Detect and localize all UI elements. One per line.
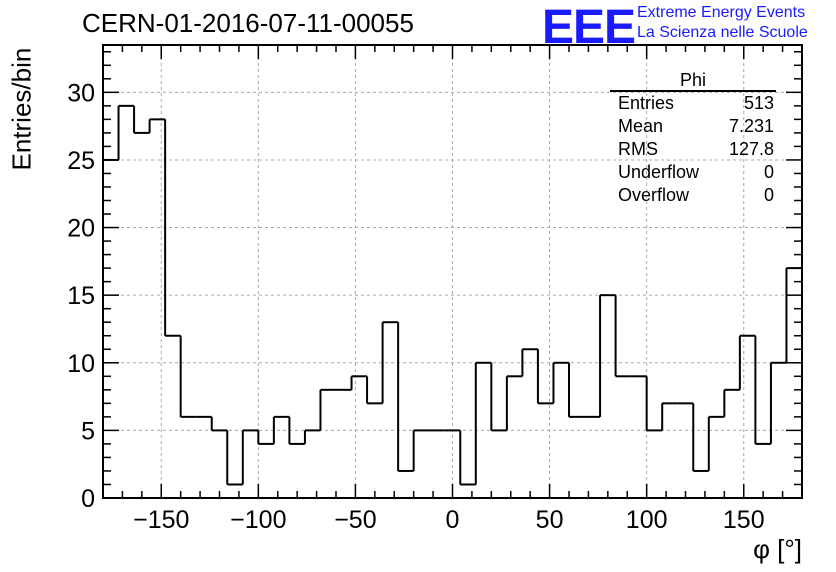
x-tick-label: −50 — [334, 506, 376, 534]
y-tick-label: 5 — [81, 417, 95, 445]
stats-value: 513 — [743, 93, 774, 113]
stats-label: Underflow — [618, 162, 700, 182]
grid-lines — [103, 45, 802, 498]
chart-title: CERN-01-2016-07-11-00055 — [82, 8, 414, 38]
y-tick-labels: 0 5 10 15 20 25 30 — [67, 79, 95, 513]
x-tick-label: −100 — [230, 506, 286, 534]
x-tick-label: 150 — [723, 506, 765, 534]
x-tick-label: 50 — [536, 506, 564, 534]
stats-value: 7.231 — [728, 116, 774, 136]
y-tick-label: 0 — [81, 485, 95, 513]
stats-row-entries: Entries 513 — [610, 92, 776, 115]
eee-logo: EEE — [542, 1, 636, 54]
stats-row-rms: RMS 127.8 — [610, 138, 776, 161]
y-tick-label: 10 — [67, 350, 95, 378]
x-tick-label: −150 — [133, 506, 189, 534]
x-tick-label: 0 — [446, 506, 460, 534]
y-tick-label: 20 — [67, 215, 95, 243]
stats-label: Overflow — [618, 185, 690, 205]
stats-row-underflow: Underflow 0 — [610, 161, 776, 184]
stats-label: Entries — [618, 93, 675, 113]
stats-value: 127.8 — [728, 139, 774, 159]
x-tick-label: 100 — [626, 506, 668, 534]
stats-title: Phi — [610, 70, 776, 92]
stats-label: RMS — [618, 139, 658, 159]
y-tick-label: 25 — [67, 147, 95, 175]
axis-ticks — [102, 45, 803, 499]
stats-value: 0 — [763, 185, 774, 205]
y-tick-label: 30 — [67, 79, 95, 107]
x-tick-labels: −150 −100 −50 0 50 100 150 — [133, 506, 765, 534]
stats-box: Phi Entries 513 Mean 7.231 RMS 127.8 Und… — [610, 70, 776, 207]
stats-label: Mean — [618, 116, 664, 136]
x-axis-label: φ [°] — [753, 534, 802, 564]
histogram-bars — [103, 104, 803, 486]
stats-row-mean: Mean 7.231 — [610, 115, 776, 138]
logo-line-2: La Scienza nelle Scuole — [637, 24, 808, 41]
y-tick-label: 15 — [67, 282, 95, 310]
stats-value: 0 — [763, 162, 774, 182]
stats-row-overflow: Overflow 0 — [610, 184, 776, 207]
logo-line-1: Extreme Energy Events — [637, 4, 806, 21]
y-axis-label: Entries/bin — [6, 47, 37, 171]
